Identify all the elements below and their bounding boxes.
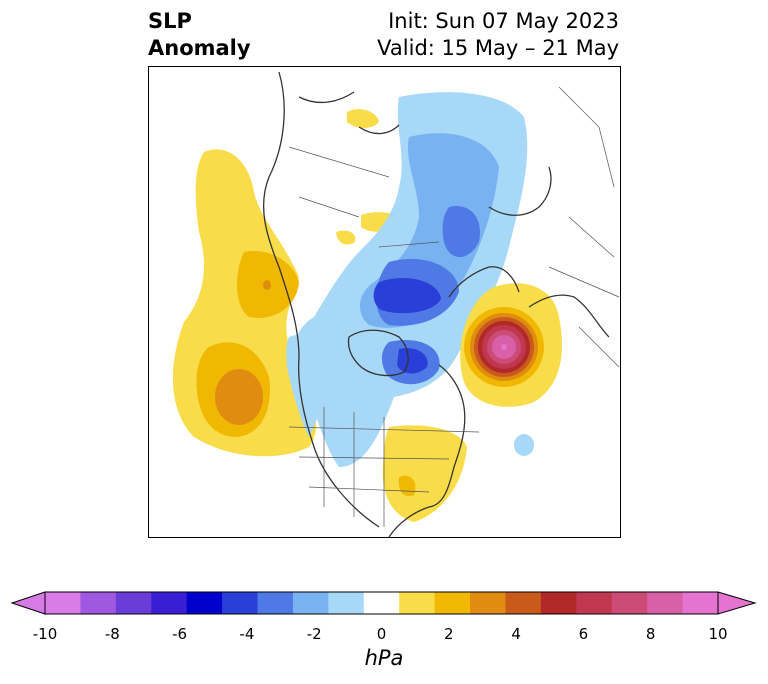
colorbar-segment xyxy=(328,592,365,614)
colorbar-segment xyxy=(222,592,259,614)
colorbar-tick-label: -4 xyxy=(239,625,255,643)
borders xyxy=(288,86,620,527)
coastlines xyxy=(262,71,610,537)
colorbar-unit-label: hPa xyxy=(364,646,404,670)
positive-patch xyxy=(347,109,379,129)
colorbar-tick-label: 2 xyxy=(444,625,454,643)
colorbar-outline xyxy=(44,591,719,615)
colorbar-segment xyxy=(576,592,613,614)
colorbar-tick-label: 10 xyxy=(708,625,728,643)
title-line-1: SLP xyxy=(148,9,192,33)
colorbar-tick-label: -8 xyxy=(104,625,120,643)
colorbar-segment xyxy=(540,592,577,614)
colorbar-segment xyxy=(292,592,329,614)
pacific-positive-anomaly xyxy=(172,149,317,457)
anomaly-map xyxy=(148,66,621,538)
colorbar-segment xyxy=(45,592,81,614)
colorbar-segment xyxy=(470,592,506,614)
colorbar-segment xyxy=(399,592,436,614)
colorbar-segments xyxy=(45,592,719,614)
colorbar-high-arrow xyxy=(717,591,757,615)
colorbar-segment xyxy=(363,592,400,614)
arctic-negative-anomaly xyxy=(286,92,534,468)
forecast-dates: Init: Sun 07 May 2023 Valid: 15 May – 21… xyxy=(377,8,619,62)
colorbar-low-arrow xyxy=(10,591,46,615)
colorbar xyxy=(10,591,757,615)
atlantic-positive-anomaly xyxy=(460,283,562,407)
colorbar-segment xyxy=(682,592,719,614)
valid-range: Valid: 15 May – 21 May xyxy=(377,36,619,60)
colorbar-segment xyxy=(115,592,152,614)
init-date: Init: Sun 07 May 2023 xyxy=(388,9,619,33)
positive-patch xyxy=(336,230,356,245)
colorbar-tick-label: 8 xyxy=(645,625,656,643)
colorbar-segment xyxy=(647,592,684,614)
colorbar-tick-label: -6 xyxy=(172,625,188,643)
eastern-us-positive-anomaly xyxy=(382,425,467,522)
colorbar-segment xyxy=(151,592,188,614)
colorbar-segment xyxy=(257,592,294,614)
colorbar-segment xyxy=(505,592,542,614)
colorbar-tick-label: 4 xyxy=(511,625,521,643)
title-line-2: Anomaly xyxy=(148,36,251,60)
colorbar-segment xyxy=(80,592,117,614)
colorbar-segment xyxy=(611,592,648,614)
map-title: SLP Anomaly xyxy=(148,8,251,62)
colorbar-tick-label: 0 xyxy=(376,625,387,643)
colorbar-segment xyxy=(186,592,223,614)
colorbar-tick-label: -10 xyxy=(32,625,58,643)
colorbar-tick-label: 6 xyxy=(578,625,589,643)
map-canvas xyxy=(172,71,620,537)
colorbar-segment xyxy=(434,592,471,614)
colorbar-tick-label: -2 xyxy=(306,625,322,643)
